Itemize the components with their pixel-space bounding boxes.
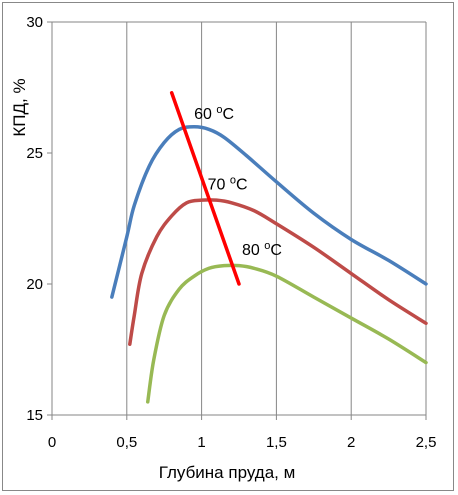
y-axis-label: КПД, % [10,78,29,136]
temperature-unit: C [270,242,282,259]
degree-superscript: o [264,240,270,252]
y-tick-label: 20 [26,276,43,293]
series-line-3 [169,90,241,286]
series-line-2 [145,263,428,404]
x-tick-label: 0 [48,434,56,451]
temperature-unit: C [222,106,234,123]
x-tick-label: 1,5 [266,434,287,451]
series-line-0 [110,125,428,299]
temperature-value: 70 [208,177,230,194]
y-tick-label: 30 [26,14,43,31]
x-tick-label: 0,5 [116,434,137,451]
degree-superscript: o [230,175,236,187]
temperature-unit: C [236,177,248,194]
x-tick-label: 2 [347,434,355,451]
axes [47,21,427,420]
x-tick-label: 1 [197,434,205,451]
series-lines [110,90,428,404]
grid [52,21,427,415]
temperature-label-1: 70 oC [208,175,248,194]
temperature-value: 80 [242,242,264,259]
chart-frame [2,2,454,491]
y-tick-label: 25 [26,145,43,162]
temperature-label-2: 80 oC [242,240,282,259]
tick-labels: 15 20 25 30 0 0,5 1 1,5 2 2,5 [26,14,436,451]
x-axis-label: Глубина пруда, м [159,463,296,482]
x-tick-label: 2,5 [416,434,437,451]
degree-superscript: o [216,104,222,116]
temperature-label-0: 60 oC [194,104,234,123]
y-tick-label: 15 [26,407,43,424]
temperature-value: 60 [194,106,216,123]
series-line-1 [128,198,428,347]
